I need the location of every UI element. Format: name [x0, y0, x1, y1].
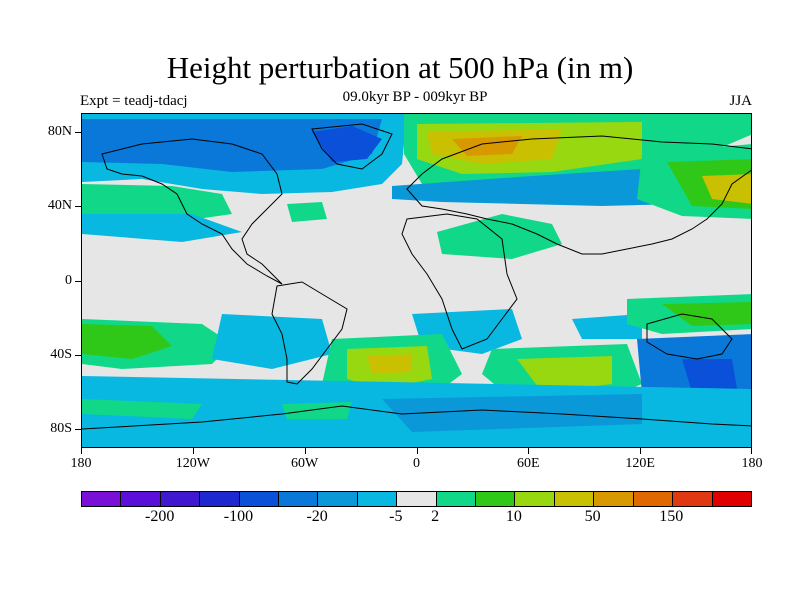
colorbar-swatch: [673, 492, 713, 506]
plot-subtitle: 09.0kyr BP - 009kyr BP: [342, 89, 488, 105]
coast-antarctica: [82, 405, 751, 430]
colorbar-swatch: [318, 492, 358, 506]
y-tick-mark: [75, 131, 81, 133]
x-tick-mark: [192, 448, 194, 454]
colorbar-swatch: [200, 492, 240, 506]
colorbar-swatch: [594, 492, 634, 506]
coast-australia: [646, 313, 733, 360]
field-sh-atlantic-yellow: [367, 354, 412, 374]
colorbar-swatch: [279, 492, 319, 506]
x-tick-mark: [416, 448, 418, 454]
x-tick-label: 0: [413, 456, 420, 471]
y-tick-mark: [75, 354, 81, 356]
field-atlantic-green: [287, 202, 327, 222]
field-nh-greenland-dark: [312, 126, 382, 162]
field-sh-indian-yg: [517, 356, 612, 392]
season-label: JJA: [729, 93, 752, 109]
x-tick-label: 60W: [291, 456, 319, 471]
field-tropical-cyan-2: [572, 314, 642, 339]
colorbar-label: 150: [659, 508, 684, 525]
x-tick-mark: [81, 448, 82, 454]
colorbar-label: -20: [306, 508, 328, 525]
x-tick-label: 120W: [175, 456, 210, 471]
coast-north-america: [101, 138, 283, 285]
x-tick-mark: [528, 448, 530, 454]
y-tick-label: 40S: [50, 346, 72, 362]
coast-greenland: [311, 123, 393, 170]
x-tick-mark: [751, 448, 752, 454]
x-tick-mark: [304, 448, 306, 454]
colorbar-swatch: [121, 492, 161, 506]
colorbar-label: 50: [584, 508, 601, 525]
colorbar-swatch: [160, 492, 201, 506]
field-eurasia-orange: [452, 136, 522, 156]
y-tick-mark: [75, 280, 81, 282]
contour-fields: [82, 114, 751, 447]
colorbar-label: -100: [223, 508, 254, 525]
colorbar-label: 10: [505, 508, 522, 525]
y-tick-mark: [75, 206, 81, 208]
coast-africa: [401, 213, 518, 350]
coast-south-america: [271, 281, 348, 385]
coast-eurasia: [406, 135, 751, 255]
field-sh-south-blue: [382, 394, 642, 432]
colorbar-swatch: [357, 492, 398, 506]
colorbar-swatch: [633, 492, 674, 506]
contour-map: [82, 114, 751, 447]
colorbar-label: 2: [431, 508, 440, 525]
y-tick-label: 80N: [47, 123, 72, 139]
coastlines: [82, 123, 751, 430]
x-tick-mark: [640, 448, 642, 454]
y-tick-label: 80S: [50, 421, 72, 437]
plot-title: Height perturbation at 500 hPa (in m): [166, 50, 634, 85]
field-australia-lime: [662, 302, 751, 326]
colorbar-swatch: [436, 492, 477, 506]
field-sh-cyan-band: [212, 314, 332, 369]
field-sh-west-lime: [82, 324, 172, 359]
colorbar-swatch: [397, 492, 437, 506]
y-tick-label: 0: [65, 272, 72, 288]
colorbar-swatch: [82, 492, 122, 506]
field-nh-mid-cyan: [82, 214, 242, 242]
colorbar-swatch: [239, 492, 280, 506]
colorbar-swatch: [712, 492, 751, 506]
field-sh-south-green: [82, 399, 202, 419]
colorbar-swatch: [476, 492, 516, 506]
colorbar: [81, 491, 752, 507]
colorbar-swatch: [515, 492, 555, 506]
field-nh-west-blue: [82, 119, 382, 172]
colorbar-label: -200: [145, 508, 175, 525]
y-tick-mark: [75, 429, 81, 431]
x-tick-label: 180: [70, 456, 92, 471]
field-sh-pacific-blue-dark: [682, 359, 737, 392]
x-tick-label: 120E: [625, 456, 655, 471]
map-panel: [81, 113, 752, 448]
experiment-label: Expt = teadj-tdacj: [80, 93, 188, 109]
colorbar-swatch: [554, 492, 595, 506]
y-tick-label: 40N: [47, 198, 72, 214]
field-antarctic-green: [282, 402, 352, 419]
x-tick-label: 180: [741, 456, 763, 471]
colorbar-label: -5: [389, 508, 403, 525]
x-tick-label: 60E: [517, 456, 540, 471]
field-eastasia-yellow: [702, 174, 751, 204]
